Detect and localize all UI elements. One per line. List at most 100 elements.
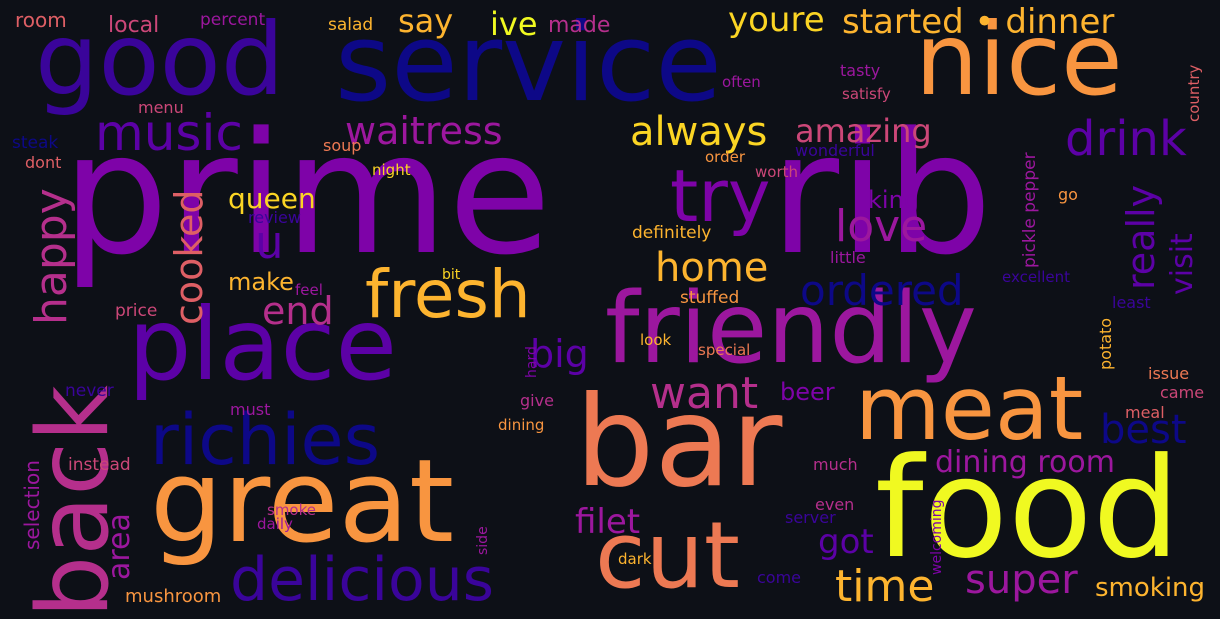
word-bar: bar [575,370,783,515]
word-special: special [698,341,751,359]
word-smoking: smoking [1095,573,1206,603]
word-welcoming: welcoming [929,499,945,575]
word-delicious: delicious [230,545,494,615]
word-excellent: excellent [1002,268,1071,286]
word-great: great [150,435,455,569]
word-bit: bit [442,267,461,283]
word-never: never [65,381,114,401]
word-make: make [228,268,294,296]
word-meal: meal [1125,403,1165,422]
word-tasty: tasty [840,61,881,80]
word-happy: happy [26,188,77,325]
word-area: area [102,513,137,580]
word-dining: dining [498,416,545,434]
word-king: king [868,186,920,214]
word-rib: rib [770,96,993,292]
word-menu: menu [138,98,184,117]
word-wonderful: wonderful [795,141,875,160]
word-even: even [815,495,855,514]
word-prime: prime [62,96,552,292]
word-smoke: smoke [267,501,316,519]
word-cooked: cooked [167,189,211,325]
word-daily: daily [257,515,293,533]
word-home: home [655,245,769,291]
word-made: made [548,13,611,38]
word-local: local [108,13,160,38]
word-give: give [520,391,554,410]
word-place: place [128,286,398,403]
word-visit: visit [1165,233,1200,295]
word-much: much [813,455,858,474]
word-music: music [95,104,243,162]
word-always: always [630,109,768,155]
word-cut: cut [595,502,740,609]
word-instead: instead [68,455,131,475]
word-want: want [650,368,759,419]
word-try: try [670,154,771,238]
word-ive: ive [490,5,538,43]
word-server: server [785,508,836,527]
word-pickle-pepper: pickle pepper [1020,152,1040,268]
word-love: love [835,201,928,252]
word-best: best [1100,407,1187,453]
word-selection: selection [20,460,44,550]
word-started-dinner: started • dinner [842,2,1115,42]
word-really: really [1119,184,1163,290]
word-came: came [1160,383,1205,402]
word-dont: dont [25,153,62,172]
word-u: u [255,216,284,269]
word-least: least [1112,293,1151,312]
word-price: price [115,301,158,321]
word-queen: queen [228,182,316,215]
word-satisfy: satisfy [842,85,891,103]
word-look: look [640,331,672,349]
word-little: little [830,248,866,267]
word-drink: drink [1065,111,1187,167]
word-order: order [705,148,745,166]
word-waitress: waitress [345,109,503,153]
word-richies: richies [150,399,381,481]
word-often: often [722,73,761,91]
word-go: go [1058,185,1078,204]
word-feel: feel [295,281,323,299]
word-time: time [835,561,935,612]
word-say: say [398,2,454,40]
word-salad: salad [328,15,374,35]
word-potato: potato [1096,317,1115,370]
word-filet: filet [575,502,641,542]
word-food: food [875,428,1181,589]
word-come: come [757,568,802,587]
word-room: room [15,8,67,32]
word-end: end [262,289,334,333]
word-stuffed: stuffed [680,288,740,308]
word-hard: hard [524,346,540,378]
word-nice: nice [915,1,1123,118]
word-night: night [372,161,411,179]
word-friendly: friendly [605,272,977,386]
word-good: good [35,1,285,118]
word-definitely: definitely [632,223,712,243]
word-steak: steak [12,133,59,153]
word-ordered: ordered [800,266,964,315]
word-worth: worth [755,163,799,181]
word-fresh: fresh [365,256,531,333]
word-big: big [530,332,589,376]
word-review: review [248,208,301,227]
word-beer: beer [780,378,835,406]
word-soup: soup [323,136,362,155]
word-super: super [965,557,1078,603]
word-dining-room: dining room [935,445,1115,480]
word-side: side [475,526,491,555]
word-got: got [818,522,874,562]
word-meat: meat [855,357,1084,460]
word-dark: dark [618,550,652,568]
word-amazing: amazing [795,112,932,150]
word-issue: issue [1148,364,1190,383]
word-country: country [1185,64,1203,122]
word-youre: youre [728,0,825,40]
word-service: service [335,1,722,126]
word-mushroom: mushroom [125,586,222,607]
word-percent: percent [200,10,266,30]
word-must: must [230,400,271,419]
